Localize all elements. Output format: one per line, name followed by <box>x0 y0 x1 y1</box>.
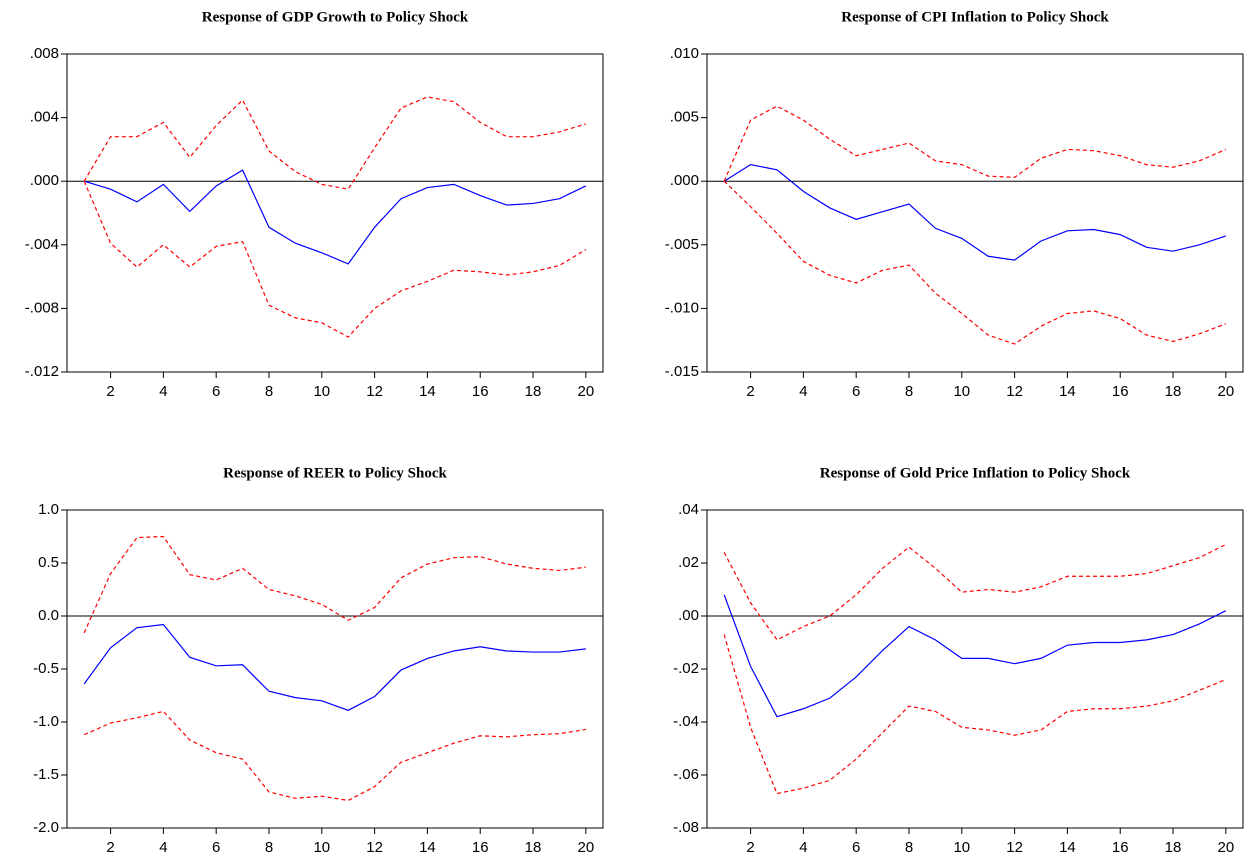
series-line <box>723 594 1227 718</box>
y-tick-label: -.02 <box>673 660 699 677</box>
x-tick-label: 16 <box>1112 839 1129 856</box>
chart-title: Response of GDP Growth to Policy Shock <box>202 9 469 25</box>
y-tick-label: -1.0 <box>33 713 59 730</box>
series-line <box>83 535 586 634</box>
y-tick-label: -2.0 <box>33 819 59 836</box>
x-tick-label: 20 <box>1217 839 1234 856</box>
x-tick-label: 4 <box>799 383 807 400</box>
y-tick-label: -1.5 <box>33 766 59 783</box>
x-tick-label: 14 <box>419 839 436 856</box>
plot-frame <box>66 509 604 829</box>
x-tick-label: 12 <box>366 839 383 856</box>
y-tick-label: -.005 <box>665 236 699 253</box>
x-tick-label: 6 <box>852 383 860 400</box>
x-tick-label: 8 <box>905 839 913 856</box>
series-line <box>723 164 1227 261</box>
x-tick-label: 10 <box>313 839 330 856</box>
y-tick-label: -.06 <box>673 766 699 783</box>
x-tick-label: 8 <box>265 383 273 400</box>
x-tick-label: 16 <box>472 383 489 400</box>
y-tick-label: 1.0 <box>38 501 59 518</box>
series-line <box>83 96 587 190</box>
y-tick-label: -.010 <box>665 299 699 316</box>
x-tick-label: 20 <box>1217 383 1234 400</box>
x-tick-label: 12 <box>1006 839 1023 856</box>
x-tick-label: 12 <box>366 383 383 400</box>
chart-title: Response of CPI Inflation to Policy Shoc… <box>841 9 1109 25</box>
x-tick-label: 18 <box>525 383 542 400</box>
series-line <box>723 634 1227 795</box>
x-tick-label: 10 <box>313 383 330 400</box>
y-tick-label: .000 <box>670 172 699 189</box>
series-line <box>83 623 586 711</box>
x-tick-label: 14 <box>419 383 436 400</box>
x-tick-label: 2 <box>106 383 114 400</box>
x-tick-label: 18 <box>1165 383 1182 400</box>
y-tick-label: .04 <box>678 501 699 518</box>
x-tick-label: 2 <box>746 383 754 400</box>
y-tick-label: -.04 <box>673 713 699 730</box>
series-line <box>723 105 1227 182</box>
x-tick-label: 14 <box>1059 383 1076 400</box>
x-tick-label: 6 <box>852 839 860 856</box>
series-line <box>83 180 587 338</box>
chart-title: Response of REER to Policy Shock <box>223 465 447 481</box>
y-tick-label: .005 <box>670 109 699 126</box>
plot-frame <box>66 53 604 373</box>
x-tick-label: 16 <box>472 839 489 856</box>
y-tick-label: .008 <box>30 45 59 62</box>
series-line <box>83 169 587 265</box>
x-tick-label: 4 <box>799 839 807 856</box>
y-tick-label: -.008 <box>25 299 59 316</box>
x-tick-label: 8 <box>265 839 273 856</box>
x-tick-label: 10 <box>953 383 970 400</box>
y-tick-label: .004 <box>30 109 59 126</box>
y-tick-label: -.012 <box>25 363 59 380</box>
y-tick-label: .010 <box>670 45 699 62</box>
y-tick-label: .02 <box>678 554 699 571</box>
series-line <box>723 180 1227 345</box>
x-tick-label: 6 <box>212 839 220 856</box>
x-tick-label: 20 <box>577 839 594 856</box>
plot-frame <box>706 53 1244 373</box>
y-tick-label: -0.5 <box>33 660 59 677</box>
y-tick-label: .000 <box>30 172 59 189</box>
x-tick-label: 12 <box>1006 383 1023 400</box>
y-tick-label: -.08 <box>673 819 699 836</box>
x-tick-label: 4 <box>159 839 167 856</box>
x-tick-label: 8 <box>905 383 913 400</box>
chart-title: Response of Gold Price Inflation to Poli… <box>820 465 1131 481</box>
x-tick-label: 14 <box>1059 839 1076 856</box>
x-tick-label: 6 <box>212 383 220 400</box>
x-tick-label: 10 <box>953 839 970 856</box>
x-tick-label: 2 <box>106 839 114 856</box>
y-tick-label: -.015 <box>665 363 699 380</box>
x-tick-label: 20 <box>577 383 594 400</box>
x-tick-label: 4 <box>159 383 167 400</box>
y-tick-label: .00 <box>678 607 699 624</box>
x-tick-label: 2 <box>746 839 754 856</box>
y-tick-label: 0.5 <box>38 554 59 571</box>
y-tick-label: -.004 <box>25 236 59 253</box>
x-tick-label: 18 <box>1165 839 1182 856</box>
series-line <box>723 543 1227 641</box>
plot-frame <box>706 509 1244 829</box>
x-tick-label: 18 <box>525 839 542 856</box>
x-tick-label: 16 <box>1112 383 1129 400</box>
series-line <box>83 710 586 802</box>
y-tick-label: 0.0 <box>38 607 59 624</box>
